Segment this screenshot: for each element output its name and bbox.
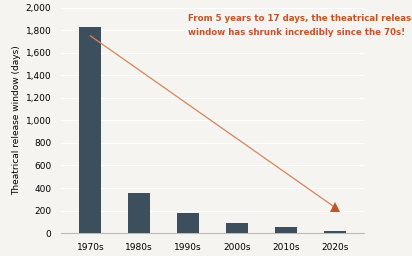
Bar (80, 27, 101, 233)
Y-axis label: Theatrical release window (days): Theatrical release window (days) (12, 46, 21, 195)
Text: From 5 years to 17 days, the theatrical release
window has shrunk incredibly sin: From 5 years to 17 days, the theatrical … (188, 14, 412, 37)
Bar (324, 231, 346, 233)
Bar (226, 223, 248, 233)
Bar (128, 193, 150, 233)
Bar (177, 213, 199, 233)
Bar (275, 227, 297, 233)
